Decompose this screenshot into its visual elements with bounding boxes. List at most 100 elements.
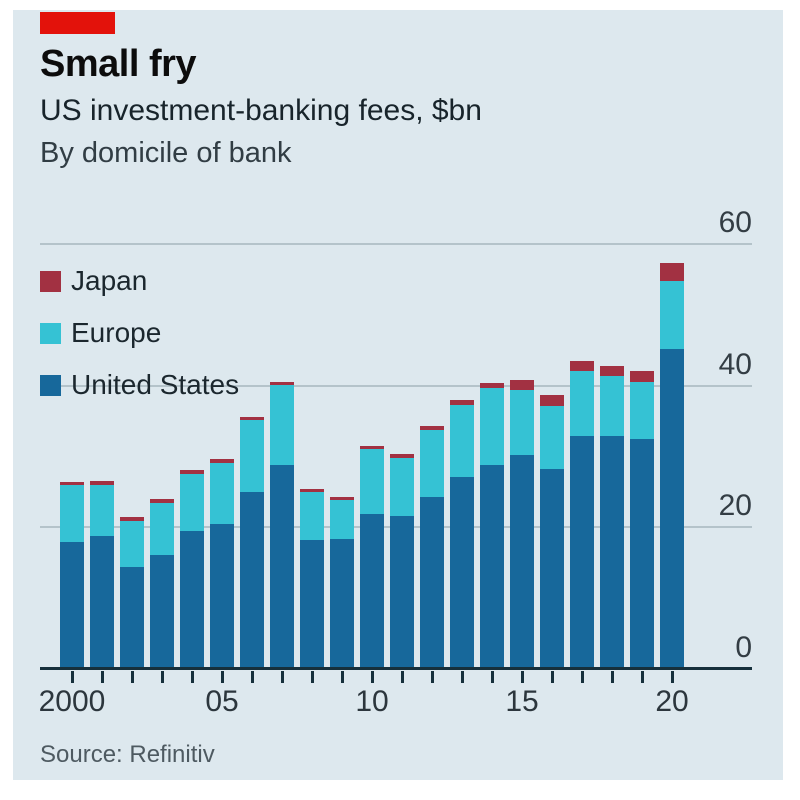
x-axis-tick-2011 [400,671,404,683]
x-axis-tick-2000 [70,671,74,683]
y-axis-label-0: 0 [735,631,752,664]
bar-2010-japan-segment [360,445,384,450]
x-axis-baseline [40,667,752,670]
bar-2011 [390,454,414,668]
bar-2013-united-states-segment [450,476,474,668]
bar-2016-united-states-segment [540,468,564,668]
bar-2011-europe-segment [390,457,414,516]
legend: Japan Europe United States [40,265,240,422]
x-axis-tick-2007 [280,671,284,683]
bar-2019-europe-segment [630,381,654,439]
bar-2006-united-states-segment [240,492,264,668]
bar-2003 [150,499,174,668]
legend-label-europe: Europe [71,317,162,348]
legend-swatch-europe [40,322,61,344]
x-axis-label-2020: 20 [655,685,689,718]
bar-2012 [420,425,444,668]
x-axis-tick-2016 [550,671,554,683]
bar-2001-japan-segment [90,481,114,485]
bar-2010-united-states-segment [360,513,384,668]
legend-label-united-states: United States [71,369,240,400]
bar-2006-europe-segment [240,420,264,493]
x-axis-tick-2005 [220,671,224,683]
legend-swatch-japan [40,270,61,292]
y-axis-label-40: 40 [718,347,752,381]
x-axis-tick-2020 [670,671,674,683]
bar-2013 [450,399,474,668]
bar-2016 [540,395,564,668]
x-axis-label-2010: 10 [355,685,389,718]
bar-2005-united-states-segment [210,524,234,668]
bar-2014 [480,383,504,668]
bar-2012-europe-segment [420,430,444,497]
x-axis-tick-2008 [310,671,314,683]
x-axis-tick-2010 [370,671,374,683]
bar-2005-europe-segment [210,462,234,525]
bar-2015-united-states-segment [510,454,534,668]
bar-2016-japan-segment [540,395,564,406]
bar-2012-japan-segment [420,425,444,430]
bar-2008-united-states-segment [300,540,324,668]
bar-2006-japan-segment [240,416,264,421]
bar-2018 [600,365,624,668]
x-axis-tick-2001 [100,671,104,683]
gridline-40 [40,384,752,387]
bar-2002-japan-segment [120,517,144,521]
x-axis-tick-2014 [490,671,494,683]
bar-2019 [630,371,654,668]
bar-2000-united-states-segment [60,541,84,668]
bar-2015 [510,379,534,668]
bar-2020-united-states-segment [660,348,684,668]
bar-2004 [180,470,204,668]
bar-2009-japan-segment [330,496,354,501]
y-axis-label-60: 60 [718,206,752,239]
bar-2017-europe-segment [570,371,594,437]
bar-2020-japan-segment [660,262,684,281]
x-axis-tick-2003 [160,671,164,683]
bar-2017-united-states-segment [570,436,594,668]
bar-2006 [240,416,264,668]
bar-2020-europe-segment [660,280,684,349]
bar-2007-united-states-segment [270,465,294,668]
bar-2002 [120,517,144,668]
bar-2014-united-states-segment [480,464,504,668]
bar-2000-japan-segment [60,481,84,486]
chart-panel: Small fry US investment-banking fees, $b… [13,10,783,780]
bar-2007-japan-segment [270,381,294,386]
bar-2001 [90,481,114,668]
bar-2015-japan-segment [510,379,534,390]
bar-2003-united-states-segment [150,554,174,668]
bar-2017 [570,361,594,668]
bar-2001-united-states-segment [90,536,114,668]
bar-2017-japan-segment [570,361,594,372]
bar-2009-united-states-segment [330,539,354,668]
bar-2019-japan-segment [630,371,654,382]
bar-2003-europe-segment [150,502,174,555]
bar-2001-europe-segment [90,484,114,537]
bar-2002-europe-segment [120,520,144,568]
x-axis-tick-2009 [340,671,344,683]
bar-2020 [660,262,684,668]
legend-swatch-united-states [40,374,61,396]
bar-2008-europe-segment [300,492,324,541]
bar-2008 [300,488,324,668]
bar-2011-united-states-segment [390,515,414,668]
bar-2018-japan-segment [600,365,624,377]
bar-2007-europe-segment [270,385,294,466]
bar-2004-united-states-segment [180,530,204,668]
bar-2013-japan-segment [450,399,474,405]
bar-2008-japan-segment [300,488,324,493]
x-axis-tick-2006 [250,671,254,683]
x-axis-tick-2012 [430,671,434,683]
bar-2004-europe-segment [180,473,204,531]
bar-2012-united-states-segment [420,496,444,668]
bar-2010-europe-segment [360,449,384,514]
bar-2007 [270,381,294,668]
x-axis-tick-2017 [580,671,584,683]
bar-2002-united-states-segment [120,567,144,668]
bar-2000-europe-segment [60,485,84,542]
x-axis-tick-2013 [460,671,464,683]
source-note: Source: Refinitiv [40,741,215,768]
bar-2015-europe-segment [510,389,534,455]
